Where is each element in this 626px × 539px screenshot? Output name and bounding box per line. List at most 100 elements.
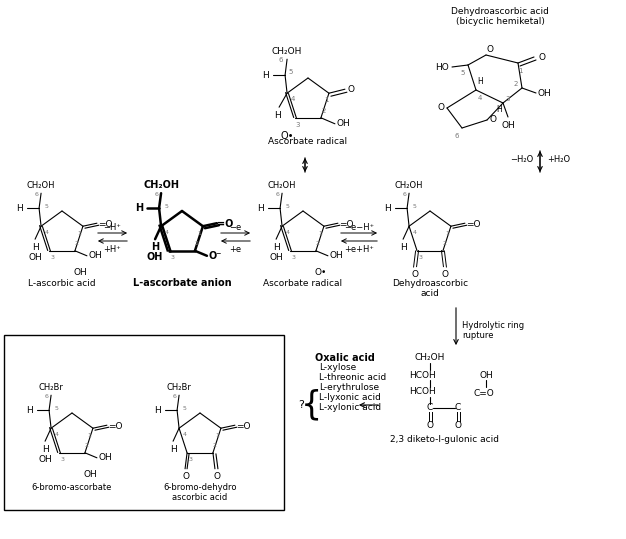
Text: HO: HO: [435, 63, 449, 72]
Text: 1: 1: [445, 231, 449, 236]
Text: 4: 4: [478, 95, 482, 101]
Text: L-ascorbate anion: L-ascorbate anion: [133, 278, 232, 288]
Text: 3: 3: [418, 255, 422, 260]
Text: 6: 6: [279, 57, 284, 63]
Text: −H₂O: −H₂O: [510, 155, 533, 164]
Text: O: O: [490, 115, 496, 125]
Text: O•: O•: [315, 268, 327, 277]
Text: +e: +e: [230, 245, 242, 253]
Text: +H⁺: +H⁺: [104, 245, 121, 253]
Text: =O: =O: [217, 219, 233, 229]
Text: {: {: [300, 389, 322, 421]
Text: CH₂OH: CH₂OH: [143, 180, 179, 190]
Text: 1: 1: [518, 68, 522, 74]
Text: 5: 5: [44, 204, 48, 209]
Text: 4: 4: [291, 96, 295, 102]
Text: O: O: [426, 421, 433, 431]
Text: 1: 1: [87, 433, 91, 438]
Text: 3: 3: [188, 457, 192, 462]
Text: OH: OH: [98, 453, 112, 462]
Text: H: H: [274, 110, 280, 120]
Text: O: O: [454, 421, 461, 431]
Text: OH: OH: [73, 268, 87, 277]
Text: Dehydroascorbic: Dehydroascorbic: [392, 279, 468, 287]
Text: O•: O•: [280, 131, 294, 141]
Text: 2: 2: [322, 108, 326, 114]
Text: L-erythrulose: L-erythrulose: [319, 384, 379, 392]
Text: Ascorbate radical: Ascorbate radical: [269, 137, 347, 147]
Text: 3: 3: [170, 255, 174, 260]
Text: −e: −e: [229, 223, 242, 231]
Text: OH: OH: [501, 121, 515, 129]
Text: Dehydroascorbic acid: Dehydroascorbic acid: [451, 8, 549, 17]
Text: 1: 1: [197, 231, 201, 236]
Text: Ascorbate radical: Ascorbate radical: [264, 279, 342, 287]
Text: H: H: [384, 204, 391, 213]
Text: H: H: [400, 243, 406, 252]
Text: 6: 6: [154, 192, 158, 197]
Text: 1: 1: [77, 231, 81, 236]
Text: O: O: [441, 270, 448, 279]
Text: OH: OH: [147, 252, 163, 262]
Text: C: C: [455, 404, 461, 412]
Text: H: H: [135, 203, 143, 213]
Text: OH: OH: [88, 251, 102, 260]
Text: 2,3 diketo-l-gulonic acid: 2,3 diketo-l-gulonic acid: [391, 436, 500, 445]
Text: OH: OH: [38, 455, 52, 464]
Text: HCOH: HCOH: [409, 388, 435, 397]
Text: 2: 2: [75, 241, 79, 246]
Text: 2: 2: [213, 443, 217, 448]
Text: O: O: [213, 472, 220, 481]
Text: 6: 6: [44, 393, 48, 399]
Text: acid: acid: [421, 288, 439, 298]
Text: OH: OH: [336, 119, 350, 128]
Text: 4: 4: [55, 432, 59, 437]
Text: H: H: [16, 204, 23, 213]
Text: C=O: C=O: [474, 390, 495, 398]
Text: 5: 5: [54, 406, 58, 411]
Text: 2: 2: [443, 241, 447, 246]
Text: ascorbic acid: ascorbic acid: [172, 493, 228, 501]
Text: 3: 3: [506, 96, 510, 102]
Text: CH₂OH: CH₂OH: [415, 354, 445, 363]
Text: ?: ?: [298, 400, 304, 410]
Text: H: H: [262, 71, 269, 80]
Text: H: H: [26, 406, 33, 414]
Text: L-xylonic acid: L-xylonic acid: [319, 404, 381, 412]
Text: CH₂Br: CH₂Br: [167, 383, 192, 392]
Text: 6: 6: [275, 192, 279, 197]
Text: 2: 2: [85, 443, 89, 448]
Text: CH₂OH: CH₂OH: [268, 181, 296, 190]
Text: O: O: [347, 85, 354, 94]
Text: Hydrolytic ring: Hydrolytic ring: [462, 321, 524, 330]
Text: =O: =O: [235, 421, 250, 431]
Text: O⁻: O⁻: [208, 251, 222, 261]
Text: +H₂O: +H₂O: [547, 155, 570, 164]
Text: CH₂OH: CH₂OH: [272, 47, 302, 56]
Text: 5: 5: [412, 204, 416, 209]
Text: C: C: [427, 404, 433, 412]
Text: =O: =O: [108, 421, 122, 431]
Text: H: H: [170, 445, 177, 454]
Text: H: H: [32, 243, 38, 252]
Text: +e+H⁺: +e+H⁺: [344, 245, 374, 253]
Text: OH: OH: [329, 251, 343, 260]
Text: −e−H⁺: −e−H⁺: [344, 223, 374, 231]
Text: (bicyclic hemiketal): (bicyclic hemiketal): [456, 17, 545, 26]
Text: 5: 5: [164, 204, 168, 209]
Text: 2: 2: [514, 81, 518, 87]
Text: 5: 5: [285, 204, 289, 209]
Text: 6-bromo-ascorbate: 6-bromo-ascorbate: [32, 482, 112, 492]
Text: H: H: [151, 242, 159, 252]
Text: 1: 1: [325, 97, 329, 103]
Text: CH₂OH: CH₂OH: [27, 181, 55, 190]
Text: H: H: [496, 105, 502, 114]
Text: 4: 4: [286, 230, 290, 234]
Text: 6: 6: [402, 192, 406, 197]
Text: 1: 1: [318, 231, 322, 236]
Text: 3: 3: [50, 255, 54, 260]
Text: 3: 3: [296, 122, 300, 128]
Text: CH₂Br: CH₂Br: [39, 383, 63, 392]
Text: O: O: [538, 53, 545, 63]
Text: 2: 2: [195, 241, 199, 246]
